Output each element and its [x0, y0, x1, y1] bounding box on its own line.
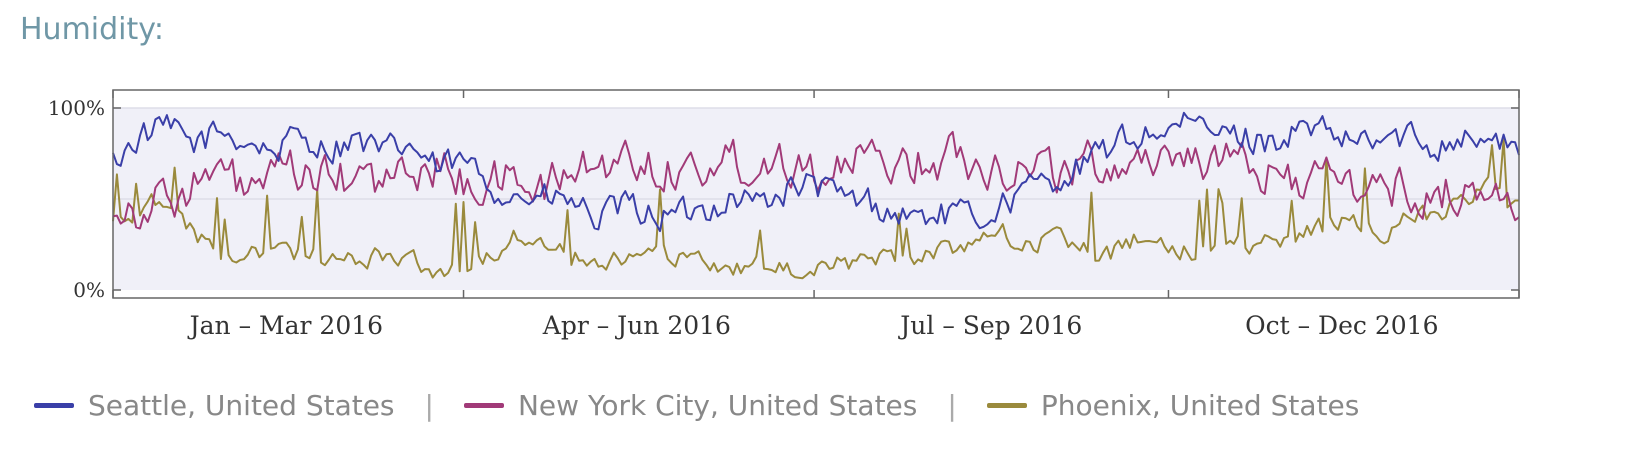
legend-label-new-york: New York City, United States — [517, 388, 918, 422]
chart-title: Humidity: — [20, 12, 164, 47]
legend-item-seattle: Seattle, United States — [34, 389, 395, 422]
legend-swatch-new-york — [463, 402, 504, 408]
legend-swatch-phoenix — [986, 402, 1027, 408]
plot-frame — [112, 89, 1520, 299]
legend-label-seattle: Seattle, United States — [88, 388, 395, 422]
legend-label-phoenix: Phoenix, United States — [1040, 388, 1360, 422]
legend-item-phoenix: Phoenix, United States — [986, 388, 1360, 422]
x-tick-label: Jul – Sep 2016 — [897, 311, 1082, 340]
series-line — [112, 138, 1519, 280]
chart-legend: Seattle, United States | New York City, … — [34, 380, 1359, 430]
legend-separator: | — [424, 388, 434, 422]
y-tick-label: 0% — [73, 278, 105, 302]
x-tick-label: Apr – Jun 2016 — [542, 311, 731, 340]
y-tick-label: 100% — [48, 96, 105, 120]
legend-swatch-seattle — [34, 402, 74, 408]
series-line — [112, 111, 1520, 233]
x-tick-label: Jan – Mar 2016 — [187, 311, 383, 340]
humidity-line-chart: 0% 100% Jan – Mar 2016 Apr – Jun 2016 Jul –… — [48, 89, 1520, 340]
legend-item-new-york: New York City, United States — [463, 388, 918, 422]
x-tick-label: Oct – Dec 2016 — [1245, 311, 1438, 340]
legend-separator: | — [947, 388, 957, 422]
